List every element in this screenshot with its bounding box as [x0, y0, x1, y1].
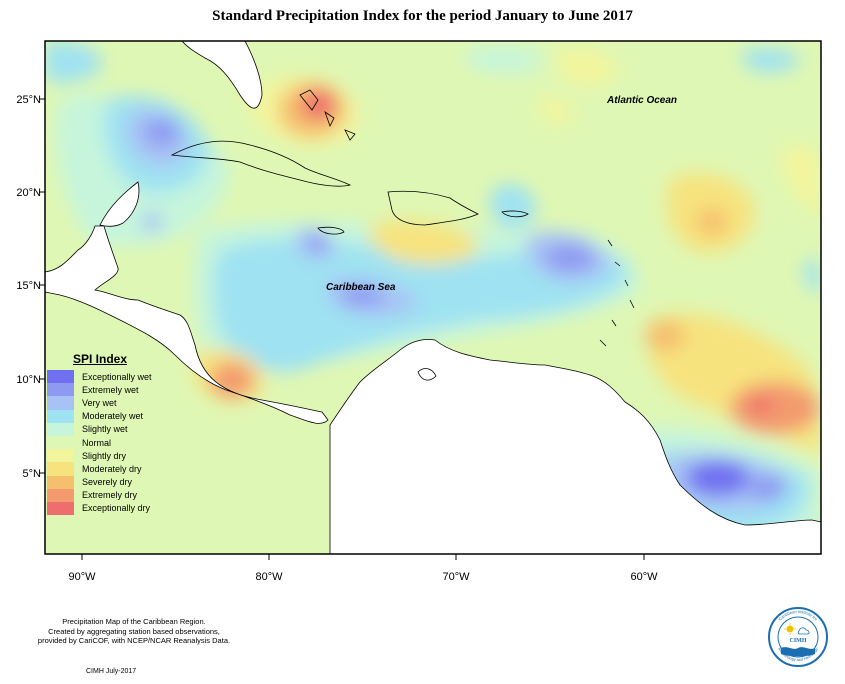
legend-swatch — [47, 435, 74, 450]
legend-item: Severely dry — [47, 475, 167, 489]
x-tick-80w: 80°W — [255, 571, 283, 583]
legend-item: Very wet — [47, 396, 167, 410]
credit-line: Precipitation Map of the Caribbean Regio… — [62, 617, 206, 626]
legend-label: Very wet — [82, 397, 117, 408]
legend-title: SPI Index — [73, 352, 128, 366]
footer-text: CIMH July-2017 — [86, 668, 137, 675]
y-tick-20n: 20°N — [16, 187, 41, 199]
legend-swatch — [47, 488, 74, 502]
legend-label: Moderately wet — [82, 411, 144, 422]
legend-label: Exceptionally dry — [82, 503, 151, 514]
wave-icon — [781, 647, 815, 657]
map-frame — [44, 40, 822, 555]
lesser-antilles — [599, 239, 635, 347]
credit-line: Created by aggregating station based obs… — [48, 626, 220, 636]
legend-item: Normal — [47, 435, 167, 450]
spi-field — [45, 41, 821, 554]
legend-label: Slightly wet — [82, 424, 128, 435]
x-tick-70w: 70°W — [442, 571, 470, 583]
legend-swatch — [47, 383, 74, 397]
legend-item: Slightly wet — [47, 422, 167, 436]
core-bahamas-excdry — [300, 90, 336, 120]
zone-hispaniola-dry — [369, 221, 480, 265]
core-east-extdry — [730, 382, 820, 434]
hispaniola — [387, 190, 479, 226]
legend-label: Extremely dry — [82, 490, 138, 501]
legend-label: Extremely wet — [82, 384, 139, 395]
bahamas — [299, 89, 356, 141]
axis-ticks — [39, 98, 645, 560]
south-america — [329, 339, 821, 554]
cimh-logo: Caribbean Institute for Meteorology and … — [768, 607, 828, 667]
cloud-icon — [797, 627, 810, 635]
legend-swatch — [47, 449, 74, 463]
legend-item: Slightly dry — [47, 449, 167, 463]
x-tick-90w: 90°W — [68, 571, 96, 583]
legend-item: Exceptionally wet — [47, 370, 167, 384]
legend-label: Moderately dry — [82, 463, 142, 474]
credit-text: Precipitation Map of the Caribbean Regio… — [14, 617, 254, 646]
core-gulf-extwet — [144, 118, 180, 146]
sun-icon — [786, 625, 794, 633]
legend-label: Normal — [82, 437, 112, 448]
legend-label: Slightly dry — [82, 450, 127, 461]
central-america — [45, 225, 329, 424]
core-guianas-excwet — [686, 460, 750, 496]
land-masses — [45, 41, 821, 554]
cuba — [170, 140, 352, 187]
islands — [170, 89, 635, 381]
zone-caribbean-modwet — [213, 239, 631, 372]
y-tick-10n: 10°N — [16, 374, 41, 386]
y-tick-15n: 15°N — [16, 280, 41, 292]
florida — [181, 41, 263, 109]
legend-swatch — [47, 396, 74, 410]
legend-label: Exceptionally wet — [82, 371, 152, 382]
label-caribbean-sea: Caribbean Sea — [326, 282, 396, 293]
legend-item: Extremely wet — [47, 383, 167, 397]
legend-label: Severely dry — [82, 477, 133, 488]
legend-swatch — [47, 422, 74, 436]
label-atlantic-ocean: Atlantic Ocean — [606, 95, 677, 106]
legend-swatch — [47, 462, 74, 476]
logo-name: CIMH — [790, 638, 807, 644]
legend-swatch — [47, 370, 74, 384]
spi-legend: SPI Index Exceptionally wet Extremely wet… — [47, 352, 167, 516]
legend-swatch — [47, 501, 74, 516]
legend-item: Exceptionally dry — [47, 501, 167, 516]
legend-rows: Exceptionally wet Extremely wet Very wet Mo… — [47, 370, 167, 516]
yucatan — [99, 181, 140, 227]
core-east-carib-extwet — [545, 244, 595, 272]
credit-line: provided by CariCOF, with NCEP/NCAR Rean… — [37, 636, 231, 645]
y-tick-25n: 25°N — [16, 94, 41, 106]
aruba-curacao — [417, 368, 437, 381]
x-tick-60w: 60°W — [630, 571, 658, 583]
legend-item: Moderately dry — [47, 462, 167, 476]
legend-swatch — [47, 409, 74, 423]
puerto-rico — [501, 210, 529, 218]
legend-swatch — [47, 475, 74, 489]
zone-pr-modwet — [490, 184, 536, 228]
jamaica — [317, 226, 345, 235]
legend-item: Moderately wet — [47, 409, 167, 423]
y-tick-5n: 5°N — [23, 468, 42, 480]
map-title: Standard Precipitation Index for the per… — [212, 8, 633, 24]
legend-item: Extremely dry — [47, 488, 167, 502]
